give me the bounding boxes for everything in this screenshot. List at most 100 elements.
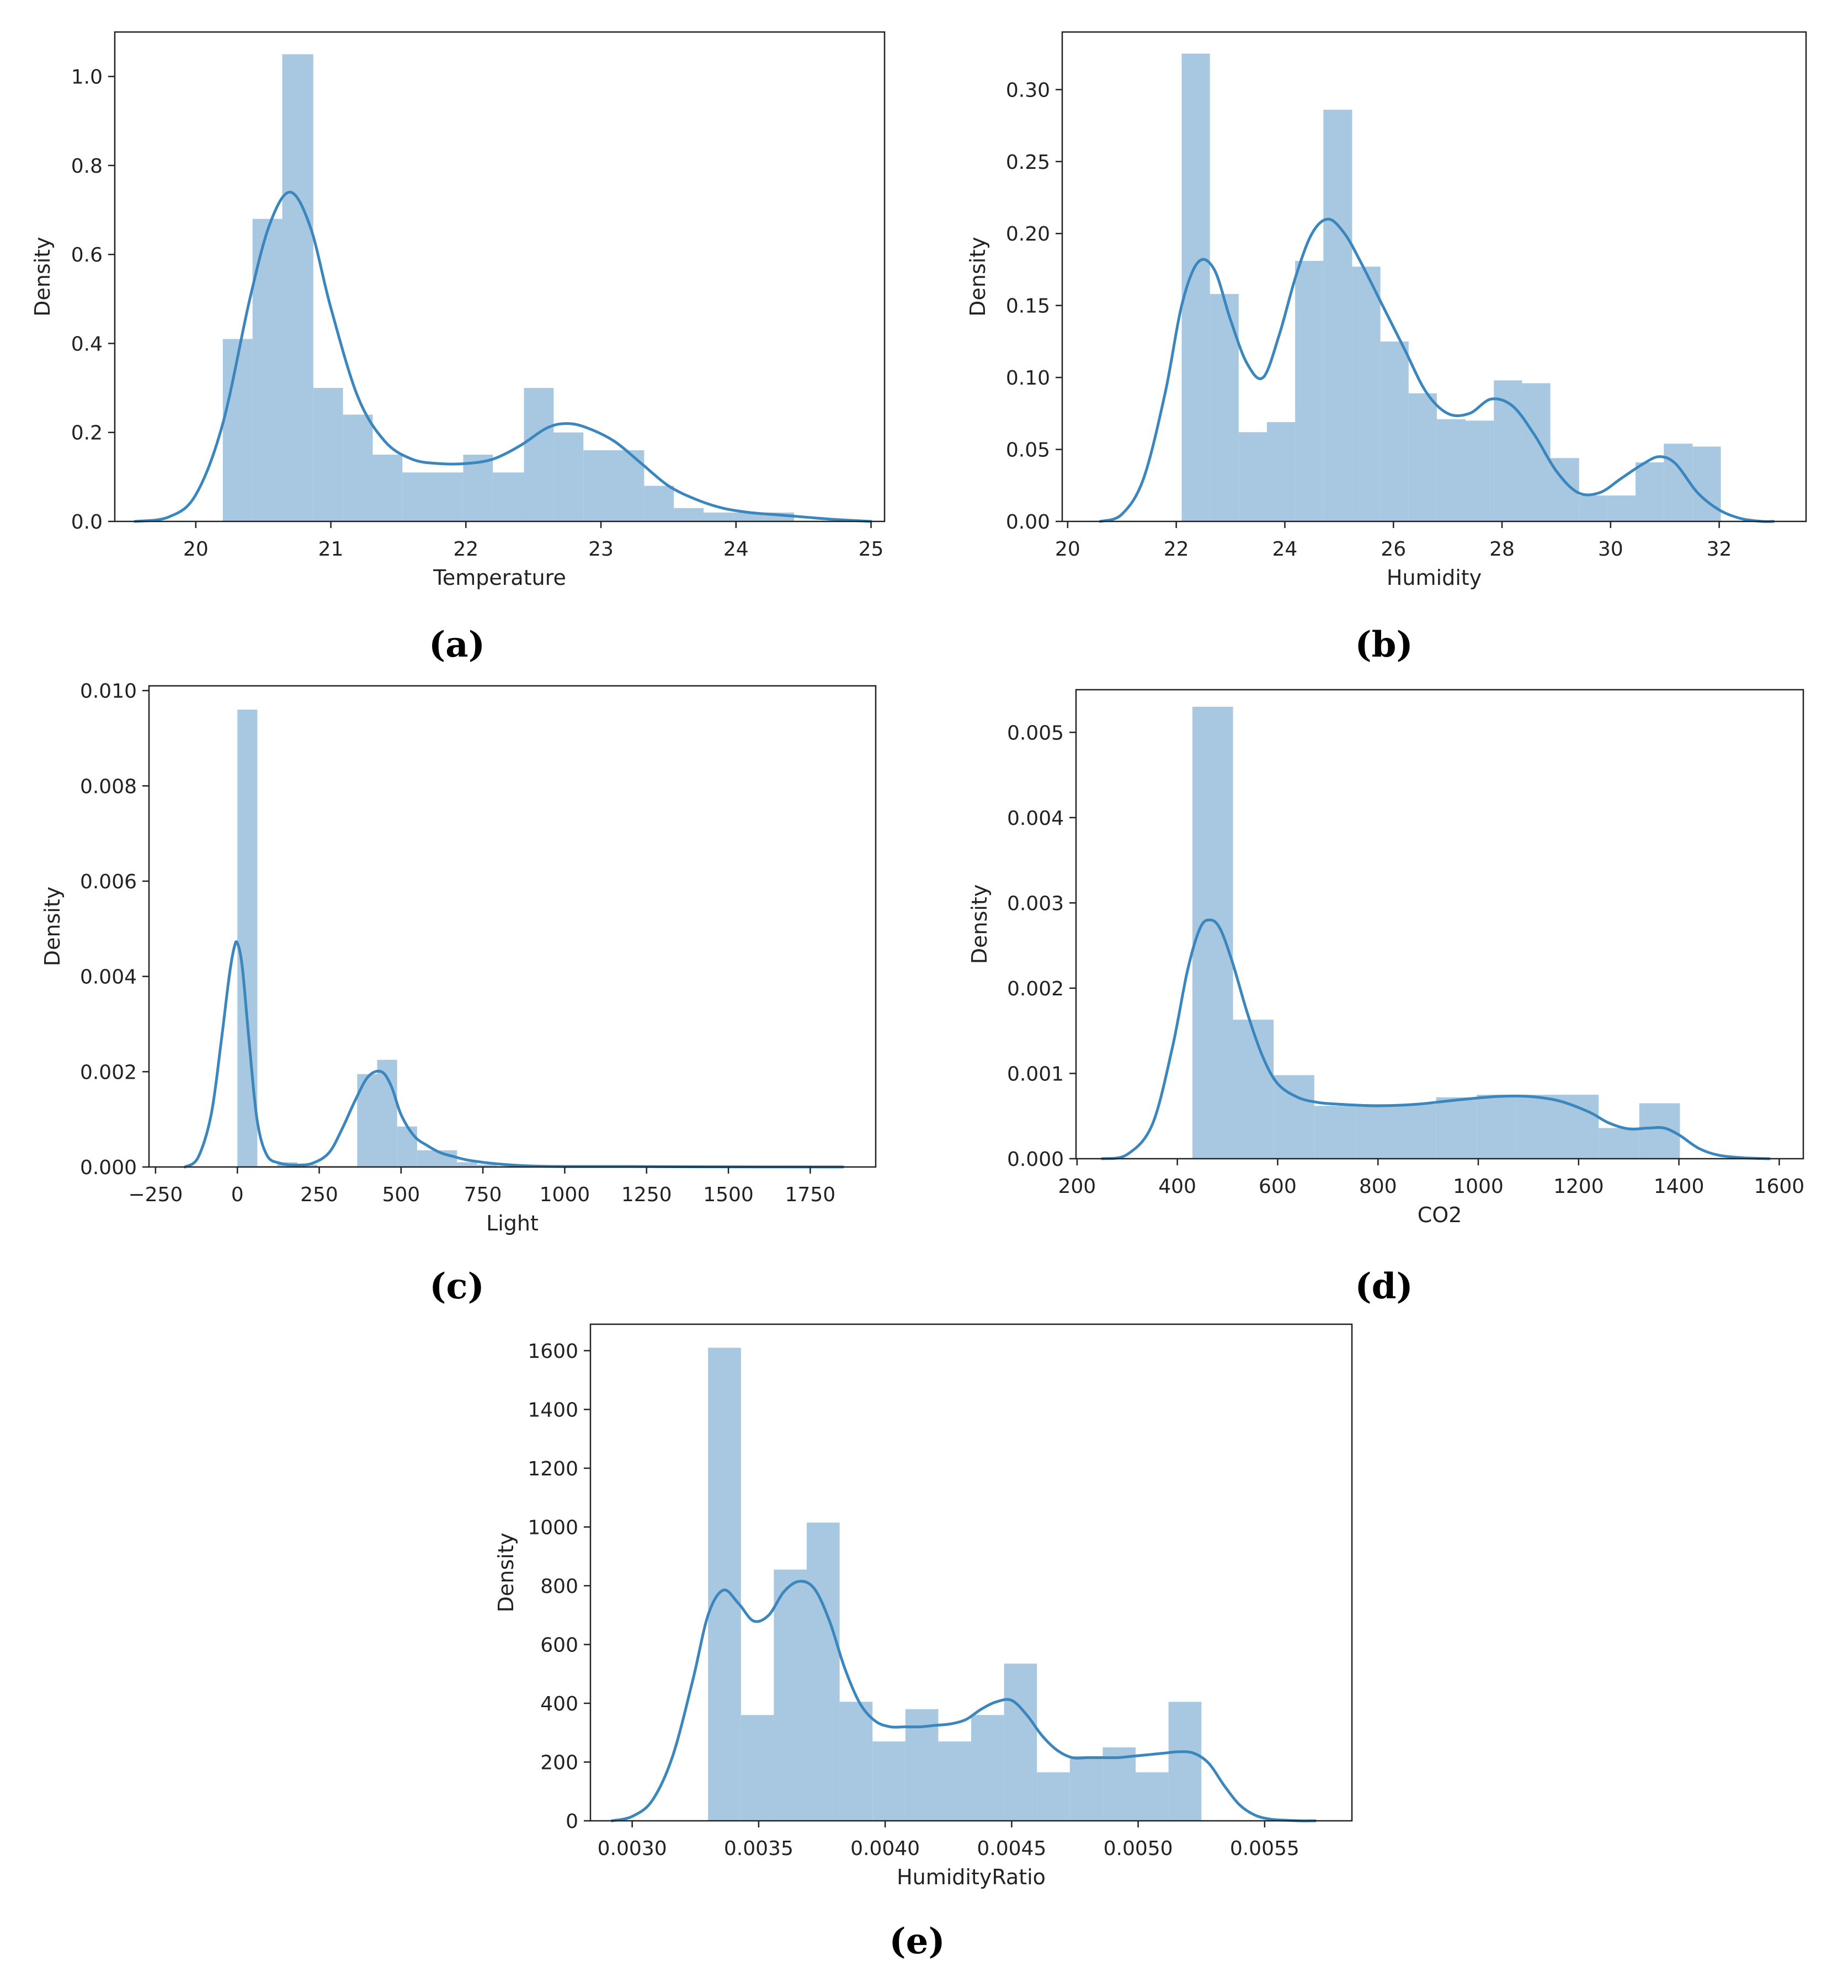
x-tick-label: 22 xyxy=(1164,538,1189,561)
x-tick-label: 1000 xyxy=(1453,1175,1504,1198)
histogram-bar xyxy=(733,512,765,521)
histogram-bar xyxy=(524,388,554,521)
kde-curve xyxy=(134,190,873,523)
histogram-bar xyxy=(1266,422,1296,521)
histogram-bar xyxy=(477,1164,497,1167)
x-tick-label: 25 xyxy=(859,538,884,561)
x-tick-label: 1250 xyxy=(621,1184,672,1206)
y-tick-label: 0.006 xyxy=(80,871,137,893)
histogram-bar xyxy=(1579,495,1607,521)
histogram-bar xyxy=(463,455,493,521)
x-tick-label: 0.0045 xyxy=(977,1837,1046,1860)
x-tick-label: 400 xyxy=(1158,1175,1196,1198)
histogram-bar xyxy=(1352,267,1381,521)
y-axis-label: Density xyxy=(40,887,65,966)
histogram-bar xyxy=(704,512,733,521)
chart-panel-b: 20 22 24 26 28 30 32 0.00 0.05 0.10 0.15 0.20 0.25 0.… xyxy=(966,31,1807,665)
x-tick-label: 20 xyxy=(1055,538,1080,561)
y-tick-label: 0.008 xyxy=(80,775,137,798)
y-axis-label: Density xyxy=(967,884,992,964)
x-tick-label: 0.0055 xyxy=(1230,1837,1300,1860)
x-tick-label: 0.0050 xyxy=(1104,1837,1173,1860)
y-axis-label: Density xyxy=(494,1533,518,1612)
y-tick-label: 0.30 xyxy=(1006,79,1050,102)
panel-caption: (a) xyxy=(429,624,485,665)
x-tick-label: 22 xyxy=(453,538,478,561)
x-tick-label: 24 xyxy=(723,538,749,561)
y-tick-label: 200 xyxy=(540,1751,578,1774)
y-tick-label: 0.2 xyxy=(71,422,103,445)
histogram-bar xyxy=(674,508,704,521)
histogram-bar xyxy=(1274,1075,1314,1159)
y-tick-label: 0.15 xyxy=(1006,295,1050,318)
plot-frame xyxy=(1075,689,1804,1160)
x-tick-label: 30 xyxy=(1598,538,1623,561)
histogram-bar xyxy=(708,1347,741,1821)
y-tick-label: 1200 xyxy=(528,1458,578,1480)
histogram-bar xyxy=(1396,1104,1436,1159)
panel-caption: (b) xyxy=(1355,624,1413,665)
chart-panel-c: −250 0 250 500 750 1000 1250 1500 1750 0.000 0.002… xyxy=(40,680,877,1307)
x-tick-label: 1000 xyxy=(540,1184,590,1206)
histogram-bar xyxy=(372,455,403,521)
histogram-bar xyxy=(553,432,584,521)
histogram-bar xyxy=(1436,419,1466,521)
chart-panel-d: 200 400 600 800 1000 1200 1400 1600 0.000 0.001 0.… xyxy=(967,689,1804,1307)
x-tick-label: 20 xyxy=(183,538,209,561)
y-tick-label: 0.20 xyxy=(1006,223,1050,246)
x-axis-label: Temperature xyxy=(433,566,566,590)
plot-frame xyxy=(589,1323,1353,1822)
x-tick-label: 21 xyxy=(318,538,344,561)
x-tick-label: 0.0035 xyxy=(724,1837,793,1860)
histogram-bar xyxy=(1436,1097,1477,1159)
x-tick-label: 1400 xyxy=(1654,1175,1705,1198)
histogram-bar xyxy=(1517,1095,1558,1159)
histogram-bar xyxy=(583,450,614,521)
x-tick-label: 1200 xyxy=(1553,1175,1604,1198)
histogram-bar xyxy=(1636,462,1664,521)
histogram-bar xyxy=(1380,341,1409,521)
histogram-bar xyxy=(1355,1104,1396,1159)
x-tick-label: 32 xyxy=(1707,538,1732,561)
y-tick-label: 0.002 xyxy=(1007,978,1064,1000)
histogram-bar xyxy=(839,1702,873,1821)
x-tick-label: 200 xyxy=(1058,1175,1096,1198)
histogram-bar xyxy=(971,1715,1004,1821)
y-tick-label: 800 xyxy=(540,1575,578,1598)
histogram-bar xyxy=(493,472,524,521)
x-axis-label: Humidity xyxy=(1387,566,1482,590)
y-axis-label: Density xyxy=(966,237,990,316)
y-tick-label: 0.004 xyxy=(1007,807,1064,830)
histogram-bar xyxy=(1477,1095,1517,1159)
histogram-bar xyxy=(282,54,313,521)
y-tick-label: 0.003 xyxy=(1007,892,1064,915)
x-tick-label: 600 xyxy=(1259,1175,1297,1198)
histogram-bar xyxy=(1168,1702,1202,1821)
y-tick-label: 0.10 xyxy=(1006,367,1050,390)
plot-frame xyxy=(148,685,877,1168)
y-tick-label: 0.0 xyxy=(71,511,103,534)
histogram-bar xyxy=(1314,1106,1355,1159)
x-tick-label: −250 xyxy=(128,1184,183,1206)
y-tick-label: 0.001 xyxy=(1007,1063,1064,1085)
histogram-bar xyxy=(1599,1128,1639,1159)
y-tick-label: 0.25 xyxy=(1006,151,1050,174)
y-tick-label: 0.000 xyxy=(80,1156,137,1179)
histogram-bar xyxy=(872,1741,906,1821)
x-tick-label: 0.0040 xyxy=(850,1837,920,1860)
y-tick-label: 600 xyxy=(540,1634,578,1656)
y-tick-label: 0.4 xyxy=(71,333,103,355)
histogram-bar xyxy=(1233,1020,1274,1159)
histogram-bar xyxy=(1323,109,1352,521)
histogram-bar xyxy=(343,414,373,521)
y-tick-label: 1000 xyxy=(528,1516,578,1539)
histogram-bar xyxy=(1408,393,1437,521)
x-axis-label: CO2 xyxy=(1418,1203,1462,1227)
x-tick-label: 800 xyxy=(1359,1175,1397,1198)
y-tick-label: 0.004 xyxy=(80,966,137,989)
y-tick-label: 1600 xyxy=(528,1340,578,1363)
x-tick-label: 1500 xyxy=(703,1184,754,1206)
histogram-bar xyxy=(1136,1772,1169,1821)
histogram-bar xyxy=(433,472,464,521)
